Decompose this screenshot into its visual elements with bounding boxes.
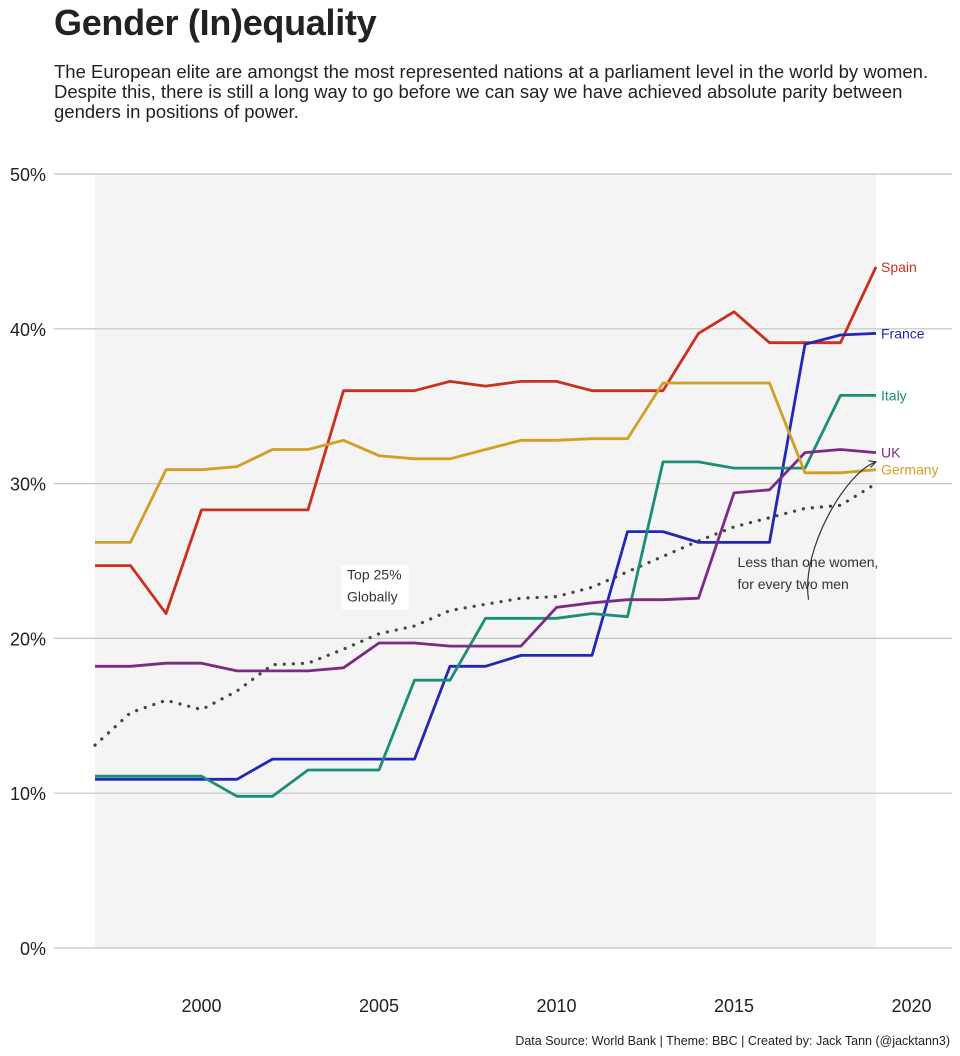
y-tick-labels: 0% 10% 20% 30% 40% 50%: [10, 165, 46, 959]
series-line-france: [95, 332, 877, 781]
series-label-germany: Germany: [881, 462, 939, 478]
chart-title: Gender (In)equality: [54, 2, 377, 43]
x-tick-labels: 2000 2005 2010 2015 2020: [181, 996, 931, 1016]
y-tick-label: 40%: [10, 320, 46, 340]
y-tick-label: 50%: [10, 165, 46, 185]
series-line-italy: [95, 394, 876, 798]
series-label-italy: Italy: [881, 387, 907, 403]
annotation-text: Less than one women,: [738, 554, 879, 570]
annotation-text: for every two men: [738, 576, 849, 592]
annotation-less-than-one-women: Less than one women, for every two men: [738, 462, 879, 600]
annotation-box: [341, 565, 410, 610]
x-tick-label: 2015: [714, 996, 754, 1016]
series-label-france: France: [881, 325, 925, 341]
highlight-band-layer: [95, 174, 876, 948]
annotation-text: Globally: [347, 588, 398, 604]
x-tick-label: 2005: [359, 996, 399, 1016]
line-chart: 0% 10% 20% 30% 40% 50% 2000 2005 2010 2015 2020 S…: [10, 165, 952, 1016]
series-label-spain: Spain: [881, 259, 917, 275]
highlight-band: [95, 174, 876, 948]
annotations-layer: Top 25% Globally Less than one women, for e…: [341, 462, 879, 610]
annotation-top-25: Top 25% Globally: [341, 565, 410, 610]
y-tick-label: 20%: [10, 629, 46, 649]
x-tick-label: 2010: [536, 996, 576, 1016]
series-label-uk: UK: [881, 445, 901, 461]
chart-subtitle: The European elite are amongst the most …: [54, 61, 929, 122]
data-source-caption: Data Source: World Bank | Theme: BBC | C…: [515, 1034, 950, 1048]
series-line-germany: [95, 381, 877, 544]
series-line-spain: [95, 266, 878, 615]
annotation-text: Top 25%: [347, 566, 401, 582]
x-tick-label: 2000: [181, 996, 221, 1016]
x-tick-label: 2020: [891, 996, 931, 1016]
y-tick-label: 0%: [20, 939, 46, 959]
series-layer: [93, 266, 878, 798]
series-line-uk: [95, 448, 877, 673]
grid-layer: [54, 173, 952, 949]
y-tick-label: 30%: [10, 475, 46, 495]
y-tick-label: 10%: [10, 784, 46, 804]
annotation-arrow: [807, 462, 876, 600]
